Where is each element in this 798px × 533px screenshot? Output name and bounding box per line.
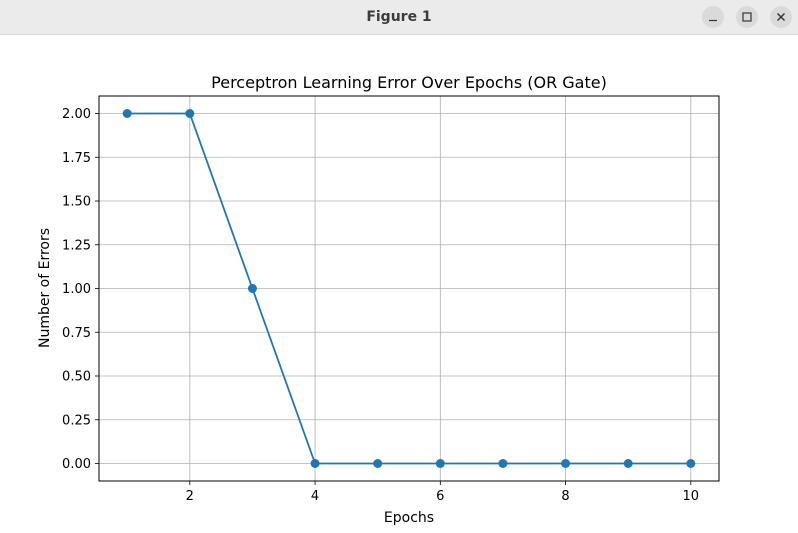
window-titlebar: Figure 1: [0, 0, 798, 35]
data-point: [623, 459, 633, 468]
y-tick-label: 1.25: [62, 238, 91, 253]
data-point: [498, 459, 508, 468]
figure-canvas: Perceptron Learning Error Over Epochs (O…: [0, 36, 798, 529]
axis-ticks: 2 4 6 8 10 0.00 0.25 0.50 0.75 1.00 1.25 1.50 1.75 2.…: [62, 107, 699, 504]
y-tick-label: 0.00: [62, 457, 91, 472]
y-tick-label: 0.50: [62, 370, 91, 385]
data-point: [561, 459, 571, 468]
data-point: [310, 459, 320, 468]
close-icon: [777, 13, 785, 21]
chart-title: Perceptron Learning Error Over Epochs (O…: [211, 73, 607, 92]
data-point: [373, 459, 383, 468]
data-point: [122, 109, 132, 118]
y-tick-label: 0.75: [62, 326, 91, 341]
y-tick-label: 1.00: [62, 282, 91, 297]
minimize-button[interactable]: [702, 6, 724, 28]
window-title: Figure 1: [366, 9, 432, 25]
x-tick-label: 6: [436, 489, 444, 504]
y-tick-label: 1.50: [62, 195, 91, 210]
grid: [99, 96, 719, 481]
minimize-icon: [709, 19, 717, 22]
y-tick-label: 0.25: [62, 413, 91, 428]
data-point: [686, 459, 696, 468]
y-tick-label: 2.00: [62, 107, 91, 122]
plot-frame: [98, 95, 720, 482]
y-axis-label: Number of Errors: [37, 228, 53, 348]
x-tick-label: 10: [683, 489, 700, 504]
x-tick-label: 8: [561, 489, 569, 504]
data-point: [435, 459, 445, 468]
data-point: [247, 284, 257, 293]
line-chart: Perceptron Learning Error Over Epochs (O…: [37, 73, 720, 526]
x-tick-label: 4: [311, 489, 319, 504]
maximize-button[interactable]: [736, 6, 758, 28]
close-button[interactable]: [770, 6, 792, 28]
series-layer: [122, 109, 696, 468]
y-tick-label: 1.75: [62, 151, 91, 166]
series-line: [127, 112, 691, 465]
x-tick-label: 2: [186, 489, 194, 504]
data-point: [185, 109, 195, 118]
x-axis-label: Epochs: [384, 510, 434, 526]
maximize-icon: [742, 12, 752, 22]
